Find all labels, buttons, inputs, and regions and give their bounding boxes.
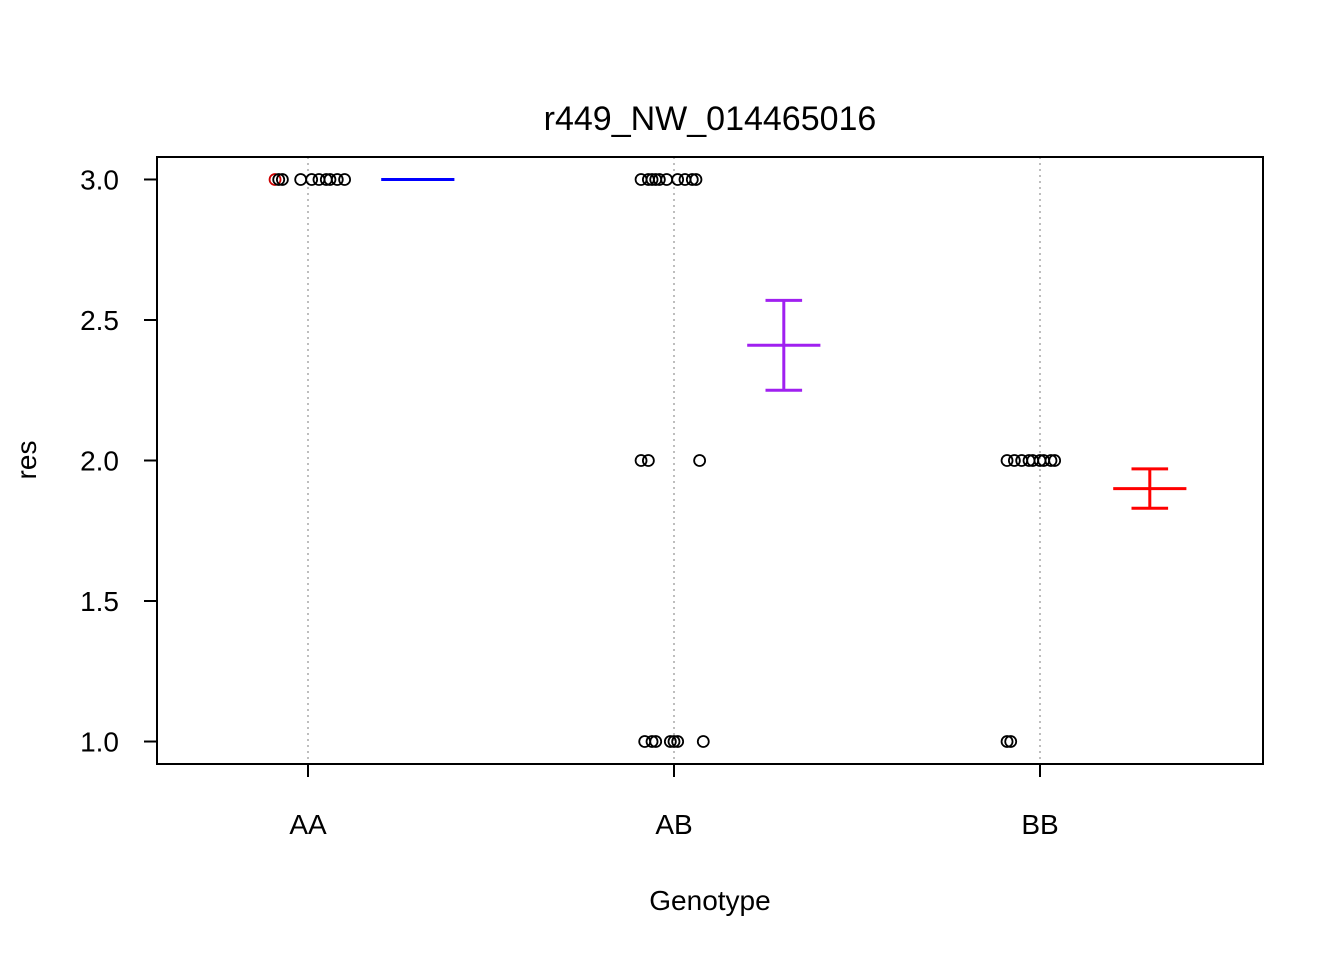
plot-frame — [156, 156, 1264, 765]
data-point — [671, 735, 685, 748]
data-point — [645, 735, 659, 748]
data-point — [649, 735, 663, 748]
data-point — [268, 173, 282, 186]
data-point — [634, 454, 648, 467]
data-point — [338, 173, 352, 186]
y-tick-label: 1.5 — [80, 586, 119, 617]
data-points — [268, 173, 1062, 748]
summary-bb — [1113, 467, 1187, 510]
data-point — [641, 454, 655, 467]
data-point — [1000, 454, 1014, 467]
data-point — [305, 173, 319, 186]
y-tick-label: 2.0 — [80, 446, 119, 477]
x-tick-label-bb: BB — [1021, 809, 1058, 840]
data-point — [693, 454, 707, 467]
data-point — [1044, 454, 1058, 467]
data-point — [1048, 454, 1062, 467]
data-point — [652, 173, 666, 186]
data-point — [660, 173, 674, 186]
y-tick-label: 2.5 — [80, 305, 119, 336]
axes: 1.0 1.5 2.0 2.5 3.0 AA AB BB — [80, 164, 1059, 840]
data-point — [323, 173, 337, 186]
data-point — [1000, 735, 1014, 748]
data-point — [294, 173, 308, 186]
data-point — [645, 173, 659, 186]
data-point — [696, 735, 710, 748]
summary-bars — [381, 177, 1187, 510]
y-tick-label: 1.0 — [80, 727, 119, 758]
data-point — [667, 735, 681, 748]
y-axis-label: res — [11, 441, 42, 480]
x-axis-label: Genotype — [649, 885, 770, 916]
data-point — [330, 173, 344, 186]
data-point — [1007, 454, 1021, 467]
y-tick-label: 3.0 — [80, 164, 119, 195]
x-tick-label-aa: AA — [289, 809, 327, 840]
data-point — [1004, 735, 1018, 748]
data-point — [671, 173, 685, 186]
data-point — [663, 735, 677, 748]
data-point — [272, 173, 286, 186]
chart-title: r449_NW_014465016 — [544, 100, 877, 138]
data-point — [685, 173, 699, 186]
summary-ab — [747, 298, 821, 392]
data-point — [275, 173, 289, 186]
data-point — [689, 173, 703, 186]
grid-layer — [307, 157, 1041, 764]
x-tick-label-ab: AB — [655, 809, 692, 840]
